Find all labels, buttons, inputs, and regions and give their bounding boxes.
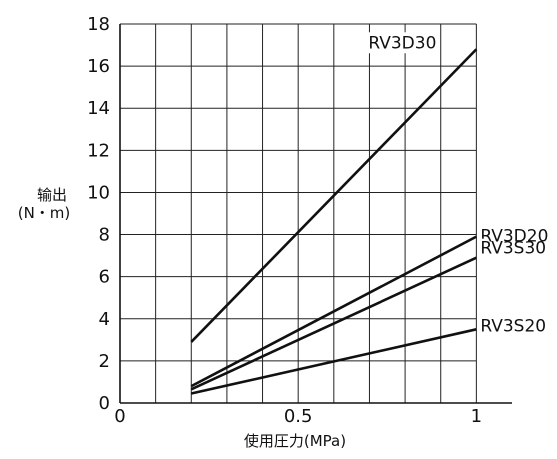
series-label-bg: [365, 32, 430, 54]
y-tick-label: 10: [87, 182, 110, 203]
series-line: [190, 235, 477, 388]
x-tick-label: 1: [471, 406, 482, 427]
y-tick-label: 6: [99, 267, 110, 288]
axes: [119, 24, 512, 404]
series-label-bg: [480, 238, 485, 259]
series-label-bg: [480, 226, 485, 247]
y-axis-label-line1: 输出: [37, 186, 67, 204]
y-axis-label-line2: (N・m): [18, 204, 71, 222]
x-tick-label: 0: [114, 406, 125, 427]
series-line: [190, 48, 478, 343]
grid-lines: [120, 23, 477, 403]
y-tick-label: 14: [87, 98, 110, 119]
y-tick-label: 8: [99, 225, 110, 246]
series-line: [190, 256, 477, 391]
y-tick-label: 4: [99, 309, 110, 330]
series-label-bg: [480, 316, 485, 337]
y-tick-label: 2: [99, 351, 110, 372]
y-tick-label: 0: [99, 393, 110, 414]
tick-labels: 0 2 4 6 8 10 12 14 16 18 0 0.5 1: [87, 14, 482, 427]
x-tick-label: 0.5: [284, 406, 313, 427]
x-axis-label: 使用圧力(MPa): [244, 432, 346, 450]
series-label: RV3D20: [480, 227, 548, 247]
y-tick-label: 16: [87, 56, 110, 77]
y-tick-label: 18: [87, 14, 110, 35]
series-line: [190, 328, 477, 395]
y-tick-label: 12: [87, 140, 110, 161]
series-label: RV3D30: [368, 33, 436, 53]
series-label: RV3S20: [480, 316, 546, 336]
series-lines: [190, 48, 478, 395]
series-label: RV3S30: [480, 239, 546, 259]
